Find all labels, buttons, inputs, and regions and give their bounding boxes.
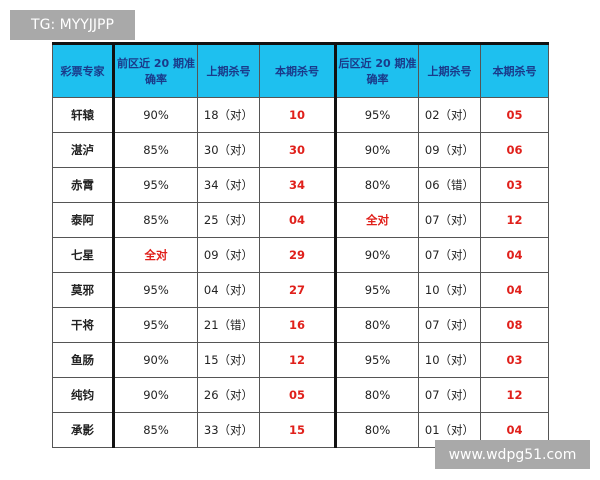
cell-back-current-kill: 05 bbox=[480, 97, 549, 133]
cell-back-current-kill: 03 bbox=[480, 342, 549, 378]
cell-front-current-kill: 05 bbox=[259, 377, 337, 413]
cell-back-accuracy: 95% bbox=[335, 342, 419, 378]
cell-front-last-kill: 33（对） bbox=[197, 412, 260, 448]
cell-back-accuracy: 80% bbox=[335, 307, 419, 343]
watermark-top: TG: MYYJJPP bbox=[10, 10, 135, 40]
cell-back-last-kill: 07（对） bbox=[418, 237, 481, 273]
cell-back-last-kill: 06（错） bbox=[418, 167, 481, 203]
header-expert: 彩票专家 bbox=[52, 43, 115, 98]
cell-front-last-kill: 18（对） bbox=[197, 97, 260, 133]
cell-expert: 纯钧 bbox=[52, 377, 115, 413]
table-row: 七星 全对 09（对） 29 90% 07（对） 04 bbox=[52, 237, 549, 273]
cell-front-accuracy: 90% bbox=[113, 377, 198, 413]
cell-front-last-kill: 25（对） bbox=[197, 202, 260, 238]
table-row: 鱼肠 90% 15（对） 12 95% 10（对） 03 bbox=[52, 342, 549, 378]
header-back-accuracy: 后区近 20 期准确率 bbox=[335, 43, 419, 98]
header-back-last-kill: 上期杀号 bbox=[418, 43, 481, 98]
cell-front-current-kill: 34 bbox=[259, 167, 337, 203]
cell-back-accuracy: 80% bbox=[335, 377, 419, 413]
cell-front-last-kill: 04（对） bbox=[197, 272, 260, 308]
cell-front-accuracy: 95% bbox=[113, 167, 198, 203]
cell-back-accuracy: 90% bbox=[335, 237, 419, 273]
cell-front-last-kill: 15（对） bbox=[197, 342, 260, 378]
table-row: 泰阿 85% 25（对） 04 全对 07（对） 12 bbox=[52, 202, 549, 238]
cell-expert: 承影 bbox=[52, 412, 115, 448]
cell-expert: 七星 bbox=[52, 237, 115, 273]
lottery-prediction-table: 彩票专家 前区近 20 期准确率 上期杀号 本期杀号 后区近 20 期准确率 上期杀号 本期… bbox=[52, 42, 549, 448]
cell-back-accuracy: 80% bbox=[335, 412, 419, 448]
cell-back-last-kill: 02（对） bbox=[418, 97, 481, 133]
header-front-accuracy: 前区近 20 期准确率 bbox=[113, 43, 198, 98]
cell-back-current-kill: 08 bbox=[480, 307, 549, 343]
cell-back-last-kill: 10（对） bbox=[418, 272, 481, 308]
cell-back-last-kill: 09（对） bbox=[418, 132, 481, 168]
cell-front-last-kill: 26（对） bbox=[197, 377, 260, 413]
cell-front-current-kill: 10 bbox=[259, 97, 337, 133]
cell-front-current-kill: 12 bbox=[259, 342, 337, 378]
cell-front-last-kill: 34（对） bbox=[197, 167, 260, 203]
cell-back-last-kill: 07（对） bbox=[418, 377, 481, 413]
cell-expert: 莫邪 bbox=[52, 272, 115, 308]
table-row: 轩辕 90% 18（对） 10 95% 02（对） 05 bbox=[52, 97, 549, 133]
cell-back-accuracy: 95% bbox=[335, 97, 419, 133]
cell-front-current-kill: 16 bbox=[259, 307, 337, 343]
cell-back-current-kill: 03 bbox=[480, 167, 549, 203]
cell-expert: 湛泸 bbox=[52, 132, 115, 168]
cell-expert: 干将 bbox=[52, 307, 115, 343]
cell-back-accuracy: 全对 bbox=[335, 202, 419, 238]
cell-front-accuracy: 85% bbox=[113, 132, 198, 168]
cell-front-last-kill: 09（对） bbox=[197, 237, 260, 273]
cell-front-current-kill: 30 bbox=[259, 132, 337, 168]
table-row: 承影 85% 33（对） 15 80% 01（对） 04 bbox=[52, 412, 549, 448]
cell-front-accuracy: 95% bbox=[113, 272, 198, 308]
cell-front-current-kill: 27 bbox=[259, 272, 337, 308]
cell-back-current-kill: 06 bbox=[480, 132, 549, 168]
cell-back-current-kill: 04 bbox=[480, 272, 549, 308]
header-front-last-kill: 上期杀号 bbox=[197, 43, 260, 98]
cell-expert: 轩辕 bbox=[52, 97, 115, 133]
cell-back-accuracy: 95% bbox=[335, 272, 419, 308]
cell-back-accuracy: 80% bbox=[335, 167, 419, 203]
cell-expert: 赤霄 bbox=[52, 167, 115, 203]
table-header-row: 彩票专家 前区近 20 期准确率 上期杀号 本期杀号 后区近 20 期准确率 上期杀号 本期… bbox=[52, 43, 549, 98]
cell-front-accuracy: 90% bbox=[113, 342, 198, 378]
cell-back-last-kill: 07（对） bbox=[418, 202, 481, 238]
cell-front-current-kill: 04 bbox=[259, 202, 337, 238]
cell-front-accuracy: 全对 bbox=[113, 237, 198, 273]
header-back-current-kill: 本期杀号 bbox=[480, 43, 549, 98]
cell-back-last-kill: 10（对） bbox=[418, 342, 481, 378]
cell-front-current-kill: 15 bbox=[259, 412, 337, 448]
cell-front-accuracy: 95% bbox=[113, 307, 198, 343]
header-front-current-kill: 本期杀号 bbox=[259, 43, 337, 98]
cell-back-accuracy: 90% bbox=[335, 132, 419, 168]
cell-back-current-kill: 12 bbox=[480, 202, 549, 238]
cell-expert: 鱼肠 bbox=[52, 342, 115, 378]
table-row: 湛泸 85% 30（对） 30 90% 09（对） 06 bbox=[52, 132, 549, 168]
table-row: 纯钧 90% 26（对） 05 80% 07（对） 12 bbox=[52, 377, 549, 413]
cell-front-last-kill: 21（错） bbox=[197, 307, 260, 343]
cell-front-accuracy: 85% bbox=[113, 202, 198, 238]
cell-front-accuracy: 90% bbox=[113, 97, 198, 133]
cell-back-current-kill: 12 bbox=[480, 377, 549, 413]
watermark-bottom: www.wdpg51.com bbox=[435, 440, 590, 469]
cell-back-current-kill: 04 bbox=[480, 237, 549, 273]
cell-front-last-kill: 30（对） bbox=[197, 132, 260, 168]
cell-front-current-kill: 29 bbox=[259, 237, 337, 273]
table-row: 赤霄 95% 34（对） 34 80% 06（错） 03 bbox=[52, 167, 549, 203]
cell-expert: 泰阿 bbox=[52, 202, 115, 238]
cell-back-last-kill: 07（对） bbox=[418, 307, 481, 343]
table-row: 莫邪 95% 04（对） 27 95% 10（对） 04 bbox=[52, 272, 549, 308]
table-row: 干将 95% 21（错） 16 80% 07（对） 08 bbox=[52, 307, 549, 343]
cell-front-accuracy: 85% bbox=[113, 412, 198, 448]
